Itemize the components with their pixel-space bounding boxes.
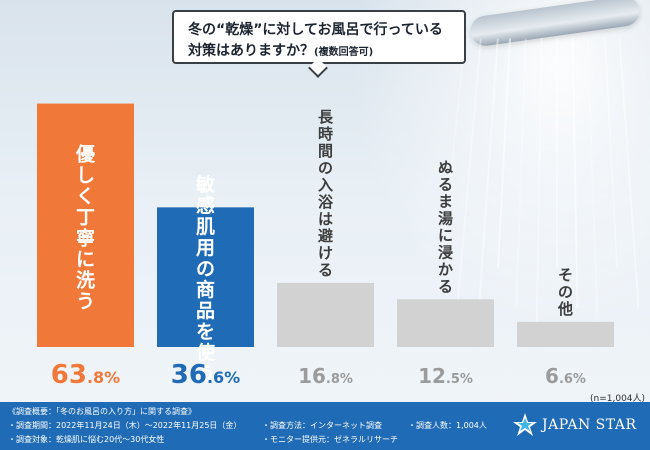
survey-footer: 《調査概要：「冬のお風呂の入り方」に関する調査》 ・調査期間：2022年11月2… [0, 402, 650, 450]
value-label-3: 16.8% [298, 364, 353, 388]
category-label-1: 優しく丁寧に洗う [75, 142, 96, 312]
category-label-4: ぬるま湯に浸かる [438, 158, 453, 295]
value-label-4: 12.5% [418, 364, 473, 388]
bar-4 [397, 299, 494, 347]
sample-size-note: (n=1,004人) [590, 394, 646, 404]
title-line-2: 対策はありますか？(複数回答可) [188, 40, 373, 60]
survey-provider: ・モニター提供元：ゼネラルリサーチ [262, 435, 398, 444]
value-label-2: 36.6% [171, 360, 240, 390]
survey-period: ・調査期間：2022年11月24日（木）〜2022年11月25日（金） [8, 421, 242, 430]
star-logo-icon [513, 413, 537, 436]
bar-2 [157, 207, 254, 347]
category-label-5: その他 [557, 266, 573, 318]
bar-5 [517, 321, 614, 347]
value-label-1: 63.8% [51, 360, 120, 390]
survey-method: ・調査方法：インターネット調査 [262, 421, 382, 430]
title-note: (複数回答可) [314, 47, 374, 58]
title-line-2-text: 対策はありますか？ [188, 43, 314, 59]
bar-3 [277, 282, 374, 347]
water-stream [556, 38, 558, 268]
brand-name: JAPAN STAR [542, 417, 637, 433]
survey-summary: 《調査概要：「冬のお風呂の入り方」に関する調査》 [8, 407, 196, 416]
value-label-5: 6.6% [545, 364, 586, 388]
title-line-1: 冬の“乾燥”に対してお風呂で行っている [188, 22, 443, 38]
question-title: 冬の“乾燥”に対してお風呂で行っている 対策はありますか？(複数回答可) [172, 10, 466, 64]
bar-1 [37, 103, 134, 347]
survey-count: ・調査人数：1,004人 [408, 421, 487, 430]
category-label-2: 敏感肌用の商品を使う [195, 173, 216, 385]
survey-target: ・調査対象：乾燥肌に悩む20代〜30代女性 [8, 435, 165, 444]
category-label-3: 長時間の入浴は避ける [318, 108, 334, 279]
